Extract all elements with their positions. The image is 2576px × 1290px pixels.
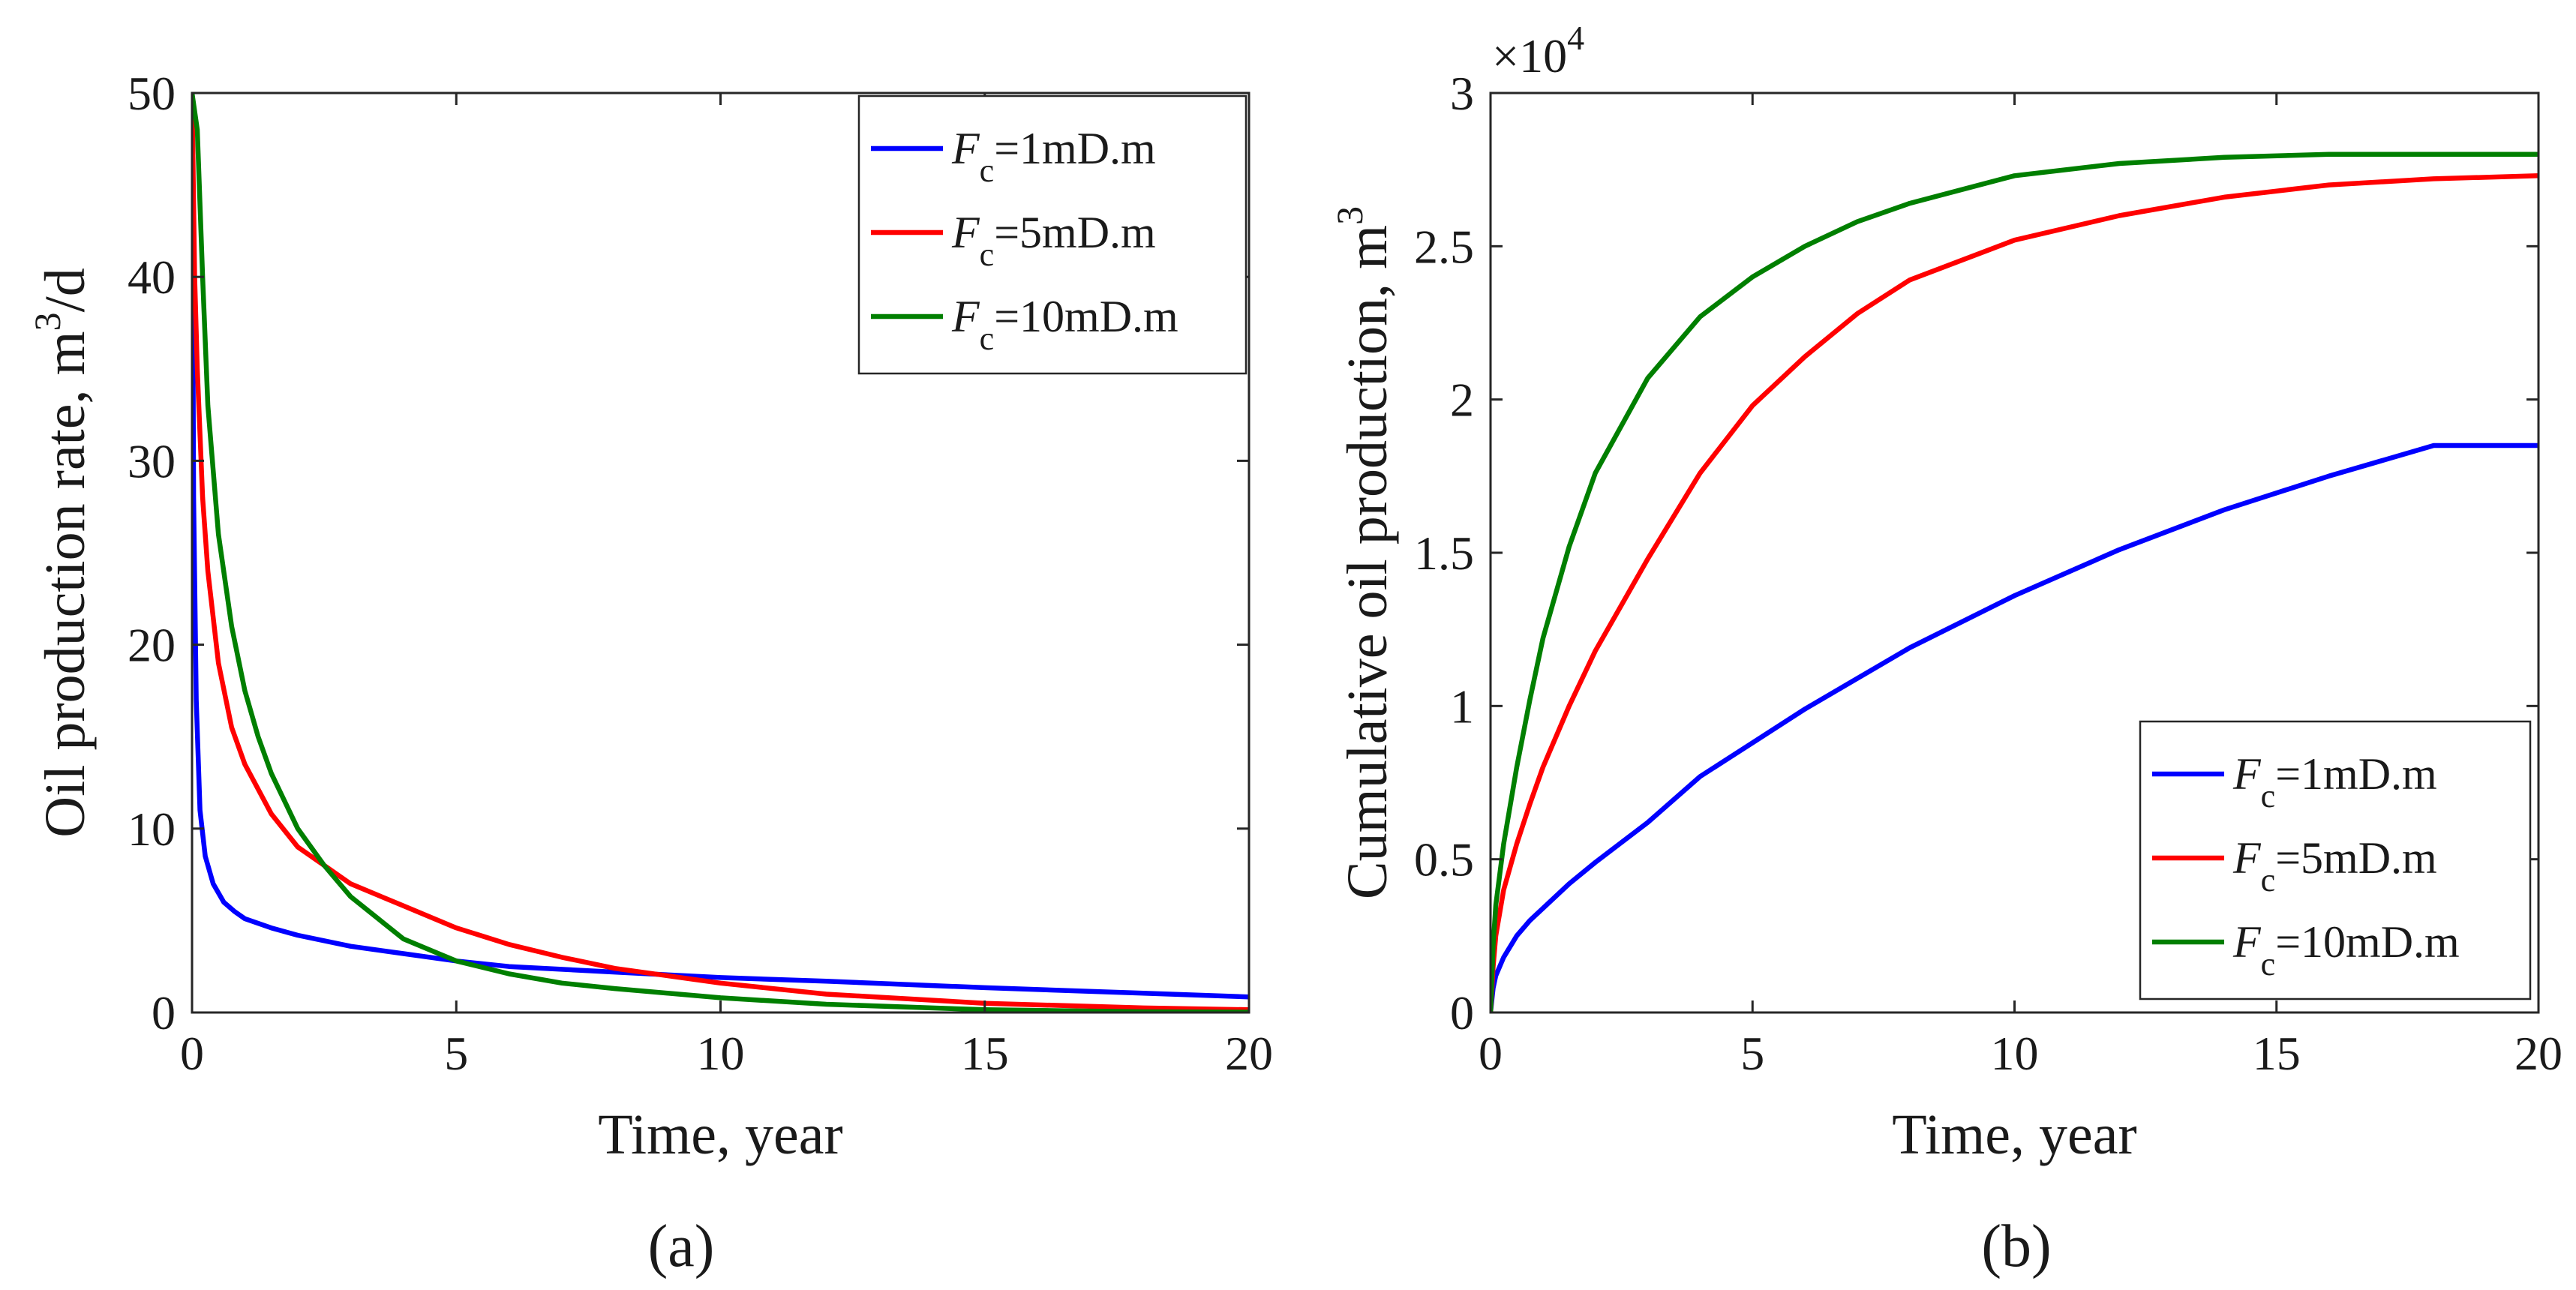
x-tick-label: 10: [697, 1027, 745, 1080]
series-line-5mdm: [1491, 173, 2538, 1012]
legend-entry: Fc=1mD.m: [951, 124, 1156, 189]
legend-entry: Fc=10mD.m: [951, 292, 1178, 357]
y-tick-label: 30: [128, 434, 176, 488]
y-tick-label: 2: [1450, 374, 1474, 427]
y-tick-label: 2.5: [1414, 220, 1474, 273]
x-tick-label: 0: [180, 1027, 204, 1080]
y-multiplier-base: ×10: [1492, 29, 1567, 82]
y-tick-label: 20: [128, 619, 176, 672]
y-tick-label: 1: [1450, 680, 1474, 733]
panel-caption: (b): [1981, 1214, 2051, 1280]
legend-entry-main: F: [2232, 917, 2262, 967]
legend-entry-main: F: [951, 124, 980, 173]
legend-entry-tail: =5mD.m: [2275, 833, 2437, 883]
legend-entry-subscript: c: [2261, 946, 2276, 982]
y-multiplier: ×104: [1492, 19, 1584, 82]
y-axis-title-main: Oil production rate, m: [34, 331, 97, 837]
series-line-10mdm: [1491, 152, 2538, 1012]
legend-entry-main: F: [951, 292, 980, 341]
legend-entry-tail: =1mD.m: [994, 124, 1156, 173]
legend-entry-main: F: [951, 208, 980, 257]
y-tick-label: 0: [152, 986, 176, 1040]
legend-entry-tail: =10mD.m: [994, 292, 1178, 341]
series-lines: [192, 93, 1249, 1012]
x-tick-label: 10: [1991, 1027, 2039, 1080]
legend-entry-tail: =10mD.m: [2275, 917, 2460, 967]
legend-entry-main: F: [2232, 833, 2262, 883]
legend-entry: Fc=5mD.m: [951, 208, 1156, 273]
y-axis-title-superscript: 3: [26, 312, 68, 331]
y-axis-title-superscript: 3: [1329, 206, 1371, 225]
y-tick-label: 10: [128, 802, 176, 856]
y-tick-label: 0.5: [1414, 833, 1474, 886]
y-tick-label: 40: [128, 250, 176, 304]
legend-entry: Fc=5mD.m: [2232, 833, 2437, 898]
legend-entry-subscript: c: [980, 152, 995, 189]
x-tick-label: 0: [1479, 1027, 1503, 1080]
series-line-10mdm: [192, 93, 1249, 1012]
y-tick-label: 1.5: [1414, 526, 1474, 580]
y-multiplier-exponent: 4: [1567, 19, 1584, 57]
panel-a: 0 5 10 15 20 0 10 20 30 40 50 Time, year Oil product…: [26, 67, 1273, 1280]
y-tick-label: 50: [128, 67, 176, 120]
legend-entry-subscript: c: [980, 236, 995, 273]
legend: Fc=1mD.mFc=5mD.mFc=10mD.m: [857, 94, 1247, 375]
y-tick-label: 0: [1450, 986, 1474, 1040]
x-tick-label: 5: [444, 1027, 468, 1080]
legend-entry-main: F: [2232, 749, 2262, 799]
y-axis-title: Cumulative oil production, m3: [1329, 206, 1399, 899]
legend-entry-tail: =5mD.m: [994, 208, 1156, 257]
series-lines: [1491, 152, 2538, 1012]
series-line-1mdm: [192, 93, 1249, 1000]
legend-entry-subscript: c: [980, 320, 995, 357]
x-axis-title: Time, year: [1892, 1103, 2137, 1166]
legend-entry-subscript: c: [2261, 862, 2276, 898]
legend-entry: Fc=10mD.m: [2232, 917, 2460, 982]
panel-caption: (a): [648, 1214, 715, 1280]
x-tick-label: 20: [2514, 1027, 2562, 1080]
legend-entry-tail: =1mD.m: [2275, 749, 2437, 799]
x-tick-label: 15: [961, 1027, 1009, 1080]
legend: Fc=1mD.mFc=5mD.mFc=10mD.m: [2139, 720, 2532, 1000]
x-tick-label: 5: [1740, 1027, 1764, 1080]
y-axis-title: Oil production rate, m3/d: [26, 268, 97, 838]
legend-entry: Fc=1mD.m: [2232, 749, 2437, 814]
x-tick-label: 20: [1225, 1027, 1273, 1080]
series-line-5mdm: [192, 93, 1249, 1012]
y-axis-title-main: Cumulative oil production, m: [1336, 225, 1399, 899]
y-tick-label: 3: [1450, 67, 1474, 120]
legend-entry-subscript: c: [2261, 778, 2276, 814]
y-axis-title-tail: /d: [34, 268, 97, 312]
x-axis-title: Time, year: [598, 1103, 843, 1166]
panel-b: 0 5 10 15 20 0 0.5 1 1.5 2 2.5 3 ×104 Time, year Cumul…: [1329, 19, 2562, 1280]
x-tick-label: 15: [2253, 1027, 2301, 1080]
series-line-1mdm: [1491, 442, 2538, 1012]
